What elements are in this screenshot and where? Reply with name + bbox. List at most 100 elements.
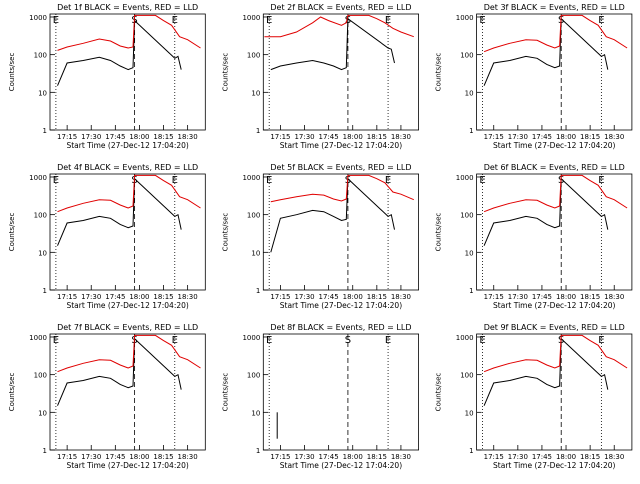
x-tick-label: 18:15 xyxy=(367,133,387,141)
panel-det-1: Det 1f BLACK = Events, RED = LLD 1 10 100 10… xyxy=(8,3,206,150)
y-axis-label: Counts/sec xyxy=(221,373,229,412)
x-tick-label: 18:15 xyxy=(153,133,173,141)
y-tick-label: 10 xyxy=(465,249,474,257)
marker-letter: E xyxy=(53,335,59,346)
y-tick-label: 100 xyxy=(247,372,260,380)
x-tick-label: 17:30 xyxy=(508,453,528,461)
x-axis-label: Start Time (27-Dec-12 17:04:20) xyxy=(66,141,188,150)
panel-det-4: Det 4f BLACK = Events, RED = LLD 1 10 100 10… xyxy=(8,163,206,310)
y-tick-label: 1000 xyxy=(29,334,47,342)
plot-frame xyxy=(476,173,633,291)
panel-det-6: Det 6f BLACK = Events, RED = LLD 1 10 100 10… xyxy=(435,163,633,310)
y-tick-label: 1000 xyxy=(456,174,474,182)
series-events xyxy=(483,337,609,406)
x-tick-label: 18:00 xyxy=(343,133,363,141)
y-tick-label: 1000 xyxy=(242,14,260,22)
x-tick-label: 18:00 xyxy=(343,293,363,301)
x-tick-label: 17:15 xyxy=(270,453,290,461)
marker-letter: E xyxy=(53,175,59,186)
panel-title: Det 5f BLACK = Events, RED = LLD xyxy=(270,163,411,172)
panel-title: Det 4f BLACK = Events, RED = LLD xyxy=(57,163,198,172)
x-tick-label: 18:00 xyxy=(343,453,363,461)
y-tick-label: 10 xyxy=(38,409,47,417)
x-tick-label: 17:15 xyxy=(57,453,77,461)
x-tick-label: 18:00 xyxy=(129,293,149,301)
marker-letter: E xyxy=(172,175,178,186)
y-tick-label: 10 xyxy=(38,89,47,97)
x-tick-label: 17:15 xyxy=(484,293,504,301)
y-axis-label: Counts/sec xyxy=(8,373,16,412)
panel-title: Det 2f BLACK = Events, RED = LLD xyxy=(270,3,411,12)
x-tick-label: 17:30 xyxy=(294,293,314,301)
x-tick-label: 18:00 xyxy=(129,453,149,461)
y-tick-label: 1 xyxy=(469,287,473,295)
x-tick-label: 17:15 xyxy=(270,133,290,141)
marker-letter: E xyxy=(479,335,485,346)
x-tick-label: 18:00 xyxy=(556,453,576,461)
x-tick-label: 18:00 xyxy=(129,133,149,141)
y-tick-label: 1 xyxy=(469,447,473,455)
marker-letter: E xyxy=(266,175,272,186)
x-tick-label: 17:15 xyxy=(57,133,77,141)
x-tick-label: 17:30 xyxy=(81,293,101,301)
x-axis-label: Start Time (27-Dec-12 17:04:20) xyxy=(493,141,615,150)
y-tick-label: 1 xyxy=(43,127,47,135)
x-tick-label: 18:30 xyxy=(178,133,198,141)
x-tick-label: 18:30 xyxy=(178,293,198,301)
y-tick-label: 100 xyxy=(34,372,47,380)
plot-frame xyxy=(262,13,419,131)
x-tick-label: 17:45 xyxy=(319,133,339,141)
series-events xyxy=(57,19,182,86)
x-tick-label: 18:15 xyxy=(580,133,600,141)
y-tick-label: 10 xyxy=(251,409,260,417)
panel-det-9: Det 9f BLACK = Events, RED = LLD 1 10 100 10… xyxy=(435,323,633,470)
x-axis-label: Start Time (27-Dec-12 17:04:20) xyxy=(280,301,402,310)
panel-det-2: Det 2f BLACK = Events, RED = LLD 1 10 100 10… xyxy=(221,3,419,150)
y-tick-label: 1 xyxy=(43,447,47,455)
y-tick-label: 100 xyxy=(247,212,260,220)
x-tick-label: 17:45 xyxy=(532,293,552,301)
marker-letter: E xyxy=(598,15,604,26)
marker-letter: E xyxy=(385,15,391,26)
plot-frame xyxy=(49,13,206,131)
marker-letter: E xyxy=(598,175,604,186)
x-tick-label: 17:45 xyxy=(105,453,125,461)
series-lld xyxy=(264,14,414,38)
plot-frame xyxy=(262,333,419,451)
x-tick-label: 18:00 xyxy=(556,293,576,301)
y-tick-label: 100 xyxy=(460,212,473,220)
x-tick-label: 18:30 xyxy=(604,453,624,461)
x-tick-label: 18:30 xyxy=(391,133,411,141)
y-tick-label: 100 xyxy=(460,372,473,380)
y-tick-label: 100 xyxy=(34,52,47,60)
series-lld xyxy=(57,174,201,213)
y-tick-label: 1000 xyxy=(29,174,47,182)
x-axis-label: Start Time (27-Dec-12 17:04:20) xyxy=(280,141,402,150)
plot-frame xyxy=(49,333,206,451)
panel-det-8: Det 8f BLACK = Events, RED = LLD 1 10 100 10… xyxy=(221,323,419,470)
x-tick-label: 18:15 xyxy=(580,293,600,301)
series-lld xyxy=(483,334,628,373)
y-axis-label: Counts/sec xyxy=(435,373,443,412)
x-tick-label: 18:15 xyxy=(153,293,173,301)
y-tick-label: 10 xyxy=(465,89,474,97)
marker-letter: S xyxy=(345,335,351,346)
x-tick-label: 17:45 xyxy=(319,453,339,461)
y-tick-label: 100 xyxy=(34,212,47,220)
y-tick-label: 10 xyxy=(251,249,260,257)
panel-det-7: Det 7f BLACK = Events, RED = LLD 1 10 100 10… xyxy=(8,323,206,470)
panel-title: Det 8f BLACK = Events, RED = LLD xyxy=(270,323,411,332)
x-tick-label: 18:15 xyxy=(367,453,387,461)
x-tick-label: 17:30 xyxy=(294,453,314,461)
x-tick-label: 18:00 xyxy=(556,133,576,141)
x-tick-label: 17:15 xyxy=(270,293,290,301)
y-axis-label: Counts/sec xyxy=(221,213,229,252)
plot-frame xyxy=(262,173,419,291)
x-tick-label: 18:15 xyxy=(580,453,600,461)
x-tick-label: 18:30 xyxy=(604,293,624,301)
y-tick-label: 1000 xyxy=(242,174,260,182)
series-events xyxy=(270,177,395,253)
x-tick-label: 18:15 xyxy=(367,293,387,301)
y-tick-label: 10 xyxy=(251,89,260,97)
x-axis-label: Start Time (27-Dec-12 17:04:20) xyxy=(493,301,615,310)
